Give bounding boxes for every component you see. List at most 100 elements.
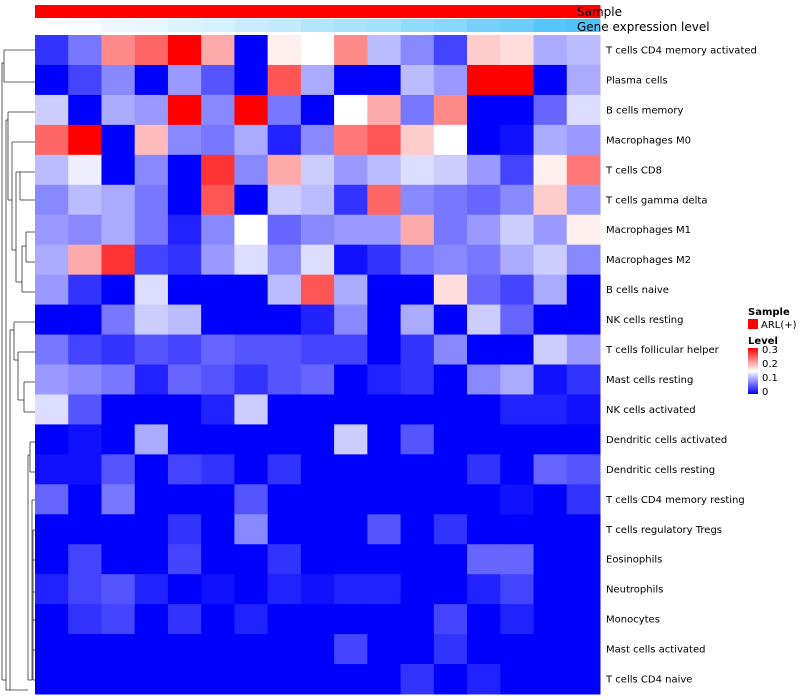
- heatmap-cell: [234, 544, 269, 575]
- heatmap-cell: [167, 394, 202, 425]
- heatmap-cell: [68, 364, 102, 395]
- heatmap-cell: [167, 424, 202, 455]
- heatmap-cell: [300, 364, 335, 395]
- heatmap-cell: [267, 334, 302, 365]
- expression-annotation-cell: [35, 19, 69, 32]
- heatmap-cell: [400, 274, 435, 306]
- heatmap-cell: [201, 424, 235, 455]
- heatmap-cell: [500, 214, 535, 246]
- heatmap-cell: [35, 214, 69, 246]
- heatmap-cell: [533, 604, 568, 635]
- row-label: T cells CD4 memory activated: [605, 45, 757, 56]
- heatmap-cell: [566, 35, 601, 66]
- row-label: Mast cells activated: [606, 645, 705, 656]
- heatmap-cell: [267, 514, 302, 545]
- heatmap-cell: [134, 334, 169, 365]
- heatmap-cell: [68, 35, 102, 66]
- heatmap-cell: [566, 334, 601, 365]
- heatmap-cell: [201, 214, 235, 246]
- heatmap-cell: [68, 634, 102, 665]
- heatmap-cell: [467, 574, 501, 605]
- heatmap-cell: [68, 574, 102, 605]
- heatmap-cell: [134, 274, 169, 306]
- legend-level-tick: 0.2: [762, 359, 778, 370]
- heatmap-cell: [400, 334, 435, 365]
- heatmap-cell: [167, 604, 202, 635]
- expression-annotation-cell: [334, 19, 368, 32]
- heatmap-cell: [134, 364, 169, 395]
- heatmap-cell: [334, 454, 368, 485]
- heatmap-cell: [267, 214, 302, 246]
- heatmap-cell: [566, 454, 601, 485]
- heatmap-cell: [201, 35, 235, 66]
- heatmap-cell: [167, 664, 202, 695]
- heatmap-cell: [334, 124, 368, 156]
- heatmap-cell: [35, 274, 69, 306]
- row-label: Plasma cells: [606, 75, 668, 86]
- heatmap-cell: [533, 274, 568, 306]
- heatmap-cell: [467, 604, 501, 635]
- heatmap-cell: [101, 634, 136, 665]
- heatmap-cell: [533, 544, 568, 575]
- heatmap-cell: [267, 244, 302, 276]
- expression-annotation-cell: [566, 19, 601, 32]
- heatmap-cell: [367, 634, 402, 665]
- heatmap-cell: [433, 124, 468, 156]
- heatmap-cell: [267, 544, 302, 575]
- heatmap-cell: [467, 124, 501, 156]
- heatmap-cell: [533, 154, 568, 186]
- sample-annotation-cell: [101, 5, 136, 18]
- heatmap-cell: [467, 424, 501, 455]
- heatmap-cell: [334, 514, 368, 545]
- heatmap-cell: [566, 214, 601, 246]
- heatmap-cell: [101, 274, 136, 306]
- heatmap-cell: [68, 334, 102, 365]
- heatmap-cell: [500, 484, 535, 515]
- heatmap-cell: [300, 574, 335, 605]
- heatmap-cell: [68, 184, 102, 216]
- heatmap-cell: [500, 304, 535, 336]
- heatmap-cell: [367, 544, 402, 575]
- row-label: Dendritic cells activated: [606, 435, 727, 446]
- heatmap-cell: [467, 634, 501, 665]
- heatmap-cell: [300, 454, 335, 485]
- heatmap-cell: [433, 544, 468, 575]
- heatmap-cell: [500, 94, 535, 126]
- heatmap-cell: [433, 244, 468, 276]
- heatmap-cell: [467, 304, 501, 336]
- legend-sample-entry: ARL(+): [761, 320, 797, 331]
- legend-level-tick: 0.3: [762, 345, 778, 356]
- heatmap-cell: [367, 244, 402, 276]
- heatmap-cell: [167, 454, 202, 485]
- heatmap-cell: [101, 64, 136, 96]
- heatmap-cells: [35, 35, 601, 695]
- heatmap-cell: [35, 454, 69, 485]
- heatmap-cell: [566, 274, 601, 306]
- sample-annotation-cell: [134, 5, 169, 18]
- heatmap-cell: [35, 484, 69, 515]
- heatmap-cell: [234, 214, 269, 246]
- heatmap-cell: [334, 424, 368, 455]
- heatmap-cell: [300, 544, 335, 575]
- heatmap-cell: [68, 274, 102, 306]
- heatmap-cell: [400, 304, 435, 336]
- heatmap-cell: [167, 35, 202, 66]
- legend-level-title: Level: [748, 336, 778, 347]
- expression-annotation-cell: [234, 19, 269, 32]
- heatmap-cell: [533, 304, 568, 336]
- heatmap-cell: [367, 604, 402, 635]
- heatmap-cell: [101, 454, 136, 485]
- sample-annotation-track: [35, 5, 601, 18]
- heatmap-cell: [201, 94, 235, 126]
- heatmap-cell: [68, 484, 102, 515]
- heatmap-cell: [201, 184, 235, 216]
- heatmap-cell: [35, 244, 69, 276]
- heatmap-cell: [533, 334, 568, 365]
- heatmap-cell: [201, 514, 235, 545]
- heatmap-cell: [467, 244, 501, 276]
- heatmap-cell: [400, 154, 435, 186]
- heatmap-cell: [300, 184, 335, 216]
- heatmap-cell: [500, 64, 535, 96]
- heatmap-cell: [500, 604, 535, 635]
- heatmap-cell: [300, 424, 335, 455]
